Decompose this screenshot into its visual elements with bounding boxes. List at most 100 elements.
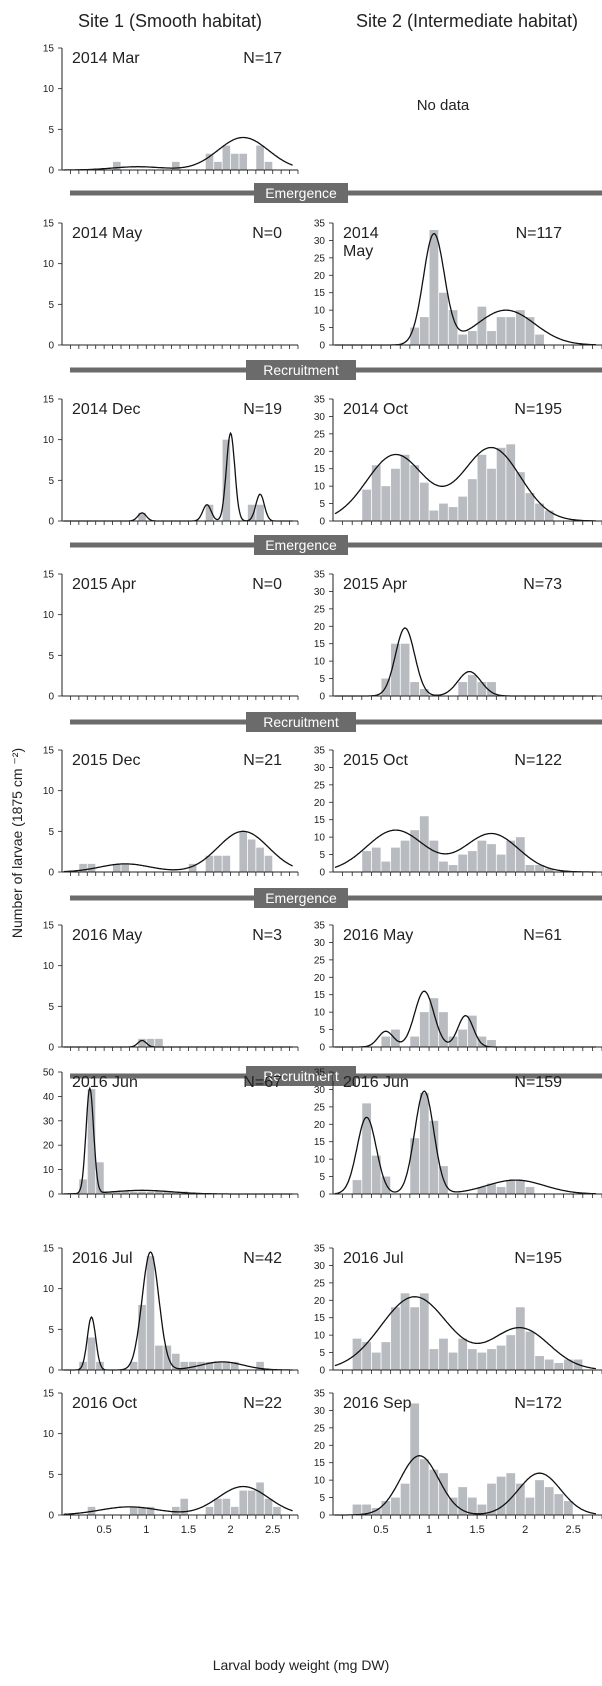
histogram-bar — [458, 682, 468, 696]
histogram-bar — [487, 1183, 496, 1194]
histogram-bar — [515, 837, 525, 872]
fitted-curve — [63, 1251, 293, 1371]
histogram-bar — [458, 1487, 468, 1515]
histogram-bar — [487, 682, 496, 696]
panel-title: 2016 May — [343, 927, 413, 944]
histogram-bar — [458, 854, 468, 872]
fitted-curve — [334, 233, 596, 346]
y-tick-label: 15 — [314, 1458, 326, 1469]
y-tick-label: 20 — [314, 1296, 326, 1307]
histogram-bar — [239, 831, 248, 872]
separator-emergence: Emergence — [70, 535, 602, 555]
y-tick-label: 25 — [314, 955, 326, 966]
histogram-bar — [410, 1403, 420, 1515]
histogram-bar — [205, 504, 214, 521]
panel-title: 2015 Apr — [343, 576, 408, 593]
y-tick-label: 0 — [319, 1366, 325, 1377]
separator-label: Recruitment — [263, 1068, 339, 1084]
separator-label-box — [246, 1066, 356, 1086]
y-tick-label: 0 — [319, 341, 325, 352]
histogram-bar — [429, 229, 439, 345]
panel-r2-c1: 0 5 10 15 2014 May N=0 — [43, 219, 299, 352]
histogram-bar — [381, 1342, 391, 1370]
y-tick-label: 35 — [314, 1068, 326, 1079]
panel-sample-size: N=122 — [514, 752, 562, 769]
y-tick-label: 35 — [314, 395, 326, 406]
histogram-bar — [487, 1483, 496, 1515]
histogram-bar — [525, 493, 535, 521]
histogram-bar — [506, 1473, 516, 1515]
histogram-bar — [205, 1361, 214, 1370]
histogram-bar — [230, 153, 239, 170]
histogram-bar — [525, 317, 535, 345]
histogram-bar — [410, 1138, 420, 1194]
histogram-bar — [391, 847, 400, 872]
y-tick-label: 10 — [43, 610, 55, 621]
histogram-bar — [129, 1506, 138, 1515]
histogram-bar — [458, 496, 468, 521]
histogram-bar — [544, 1359, 554, 1370]
histogram-bar — [381, 1501, 391, 1515]
histogram-bar — [129, 1361, 138, 1370]
y-tick-label: 20 — [314, 271, 326, 282]
y-tick-label: 5 — [48, 125, 54, 136]
y-tick-label: 5 — [319, 499, 325, 510]
y-tick-label: 5 — [319, 850, 325, 861]
histogram-bar — [419, 689, 429, 696]
y-tick-label: 10 — [314, 1476, 326, 1487]
y-tick-label: 10 — [43, 84, 55, 95]
histogram-bar — [264, 161, 273, 170]
y-tick-label: 0 — [48, 868, 54, 879]
panel-title: 2016 May — [72, 927, 142, 944]
histogram-bar — [79, 863, 87, 872]
y-tick-label: 0 — [48, 1366, 54, 1377]
histogram-bar — [79, 1361, 87, 1370]
histogram-bar — [197, 1361, 205, 1370]
histogram-bar — [410, 830, 420, 872]
y-tick-label: 0 — [48, 692, 54, 703]
no-data-label: No data — [417, 97, 470, 114]
y-tick-label: 25 — [314, 1423, 326, 1434]
y-tick-label: 20 — [314, 798, 326, 809]
histogram-bar — [439, 503, 448, 521]
y-tick-label: 15 — [43, 395, 55, 406]
y-tick-label: 5 — [319, 1493, 325, 1504]
y-tick-label: 30 — [314, 587, 326, 598]
histogram-bar — [138, 512, 146, 521]
fitted-curve — [334, 1296, 596, 1370]
y-tick-label: 30 — [314, 938, 326, 949]
histogram-bar — [496, 1187, 506, 1194]
histogram-bar — [400, 1483, 410, 1515]
panel-title: 2016 Sep — [343, 1395, 412, 1412]
histogram-bar — [439, 1012, 448, 1047]
histogram-bar — [371, 1508, 381, 1515]
panel-title: 2016 Oct — [72, 1395, 137, 1412]
panel-title: 2016 Jun — [343, 1074, 409, 1091]
histogram-bar — [477, 682, 487, 696]
panel-title: 2016 Jul — [72, 1250, 133, 1267]
y-tick-label: 20 — [314, 973, 326, 984]
fitted-curve — [63, 830, 293, 873]
histogram-bar — [371, 847, 381, 872]
histogram-bar — [146, 1506, 155, 1515]
y-tick-label: 10 — [314, 1155, 326, 1166]
histogram-bar — [222, 855, 231, 872]
histogram-bar — [104, 1191, 113, 1194]
histogram-bar — [256, 504, 264, 521]
histogram-bar — [419, 816, 429, 872]
fitted-curve — [63, 1039, 293, 1048]
panel-sample-size: N=73 — [523, 576, 562, 593]
histogram-bar — [146, 1038, 155, 1047]
panel-sample-size: N=3 — [252, 927, 282, 944]
y-tick-label: 30 — [43, 1116, 55, 1127]
y-tick-label: 5 — [319, 674, 325, 685]
histogram-bar — [362, 1103, 372, 1194]
y-tick-label: 15 — [314, 639, 326, 650]
separator-label-box — [246, 712, 356, 732]
panel-title: 2014 Oct — [343, 401, 408, 418]
fitted-curve — [334, 1090, 596, 1195]
histogram-bar — [535, 503, 544, 521]
panel-title: 2015 Dec — [72, 752, 141, 769]
panels: Emergence Recruitment Emergence Recruitment… — [43, 44, 602, 1536]
panel-r9-c2: 0 5 10 15 20 25 30 35 2016 Sep N=172 0.5 1 1.5 2 2.5 — [314, 1389, 602, 1536]
